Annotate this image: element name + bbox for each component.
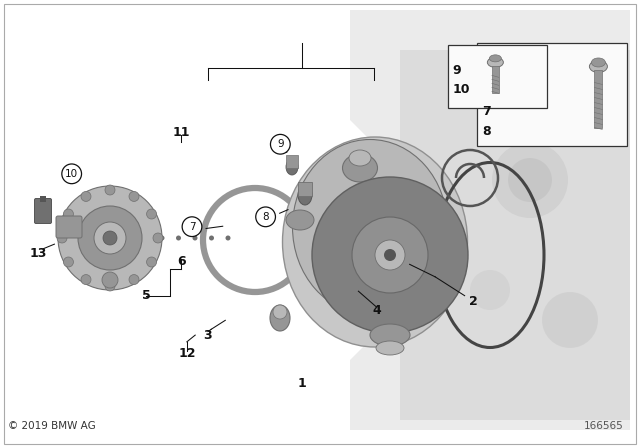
Text: 1: 1 [298,376,307,390]
Bar [40,196,46,202]
Circle shape [273,305,287,319]
Circle shape [81,275,91,284]
Text: 9: 9 [277,139,284,149]
Ellipse shape [488,57,504,67]
Circle shape [153,233,163,243]
Circle shape [470,270,510,310]
Circle shape [193,236,198,241]
Ellipse shape [589,60,607,73]
Bar [298,182,312,196]
Text: 166565: 166565 [584,421,624,431]
Circle shape [271,134,290,154]
Bar [286,155,298,168]
Text: 10: 10 [452,83,470,96]
Text: 6: 6 [177,255,186,268]
Circle shape [129,191,139,202]
Text: 13: 13 [29,246,47,260]
Circle shape [78,206,142,270]
Circle shape [256,207,275,227]
Circle shape [147,209,157,219]
Text: 8: 8 [262,212,269,222]
Ellipse shape [349,150,371,166]
Text: 12: 12 [178,347,196,361]
Ellipse shape [370,324,410,346]
Circle shape [81,191,91,202]
Circle shape [176,236,181,241]
Text: 2: 2 [469,295,478,308]
Ellipse shape [286,159,298,175]
Text: 9: 9 [452,64,461,78]
Ellipse shape [282,137,467,347]
Bar [448,45,547,108]
Bar [477,43,627,146]
Text: 4: 4 [372,304,381,317]
Circle shape [62,164,81,184]
Circle shape [159,236,164,241]
Text: © 2019 BMW AG: © 2019 BMW AG [8,421,95,431]
Circle shape [209,236,214,241]
Circle shape [352,217,428,293]
FancyBboxPatch shape [35,198,51,224]
Circle shape [375,240,405,270]
Circle shape [312,177,468,333]
Ellipse shape [298,185,312,205]
Circle shape [103,231,117,245]
Circle shape [384,249,396,261]
Circle shape [182,217,202,237]
Bar [492,66,499,93]
Circle shape [105,281,115,291]
Circle shape [492,142,568,218]
Ellipse shape [292,139,447,314]
Ellipse shape [286,210,314,230]
FancyBboxPatch shape [56,216,82,238]
Text: 10: 10 [65,169,78,179]
Circle shape [105,185,115,195]
Ellipse shape [342,154,378,182]
Polygon shape [400,50,630,420]
Circle shape [225,236,230,241]
Ellipse shape [490,55,501,62]
Text: 7: 7 [482,105,491,118]
Text: 3: 3 [204,328,212,342]
Circle shape [57,233,67,243]
Circle shape [63,257,74,267]
Circle shape [102,272,118,288]
Ellipse shape [591,58,605,67]
Circle shape [542,292,598,348]
Circle shape [129,275,139,284]
Circle shape [63,209,74,219]
Text: 8: 8 [482,125,490,138]
Circle shape [94,222,126,254]
Ellipse shape [376,341,404,355]
Ellipse shape [270,305,290,331]
Text: 7: 7 [189,222,195,232]
Text: 5: 5 [141,289,150,302]
Circle shape [508,158,552,202]
Circle shape [58,186,162,290]
Circle shape [147,257,157,267]
Text: 11: 11 [172,125,190,139]
Polygon shape [350,10,630,430]
Bar [595,70,602,128]
